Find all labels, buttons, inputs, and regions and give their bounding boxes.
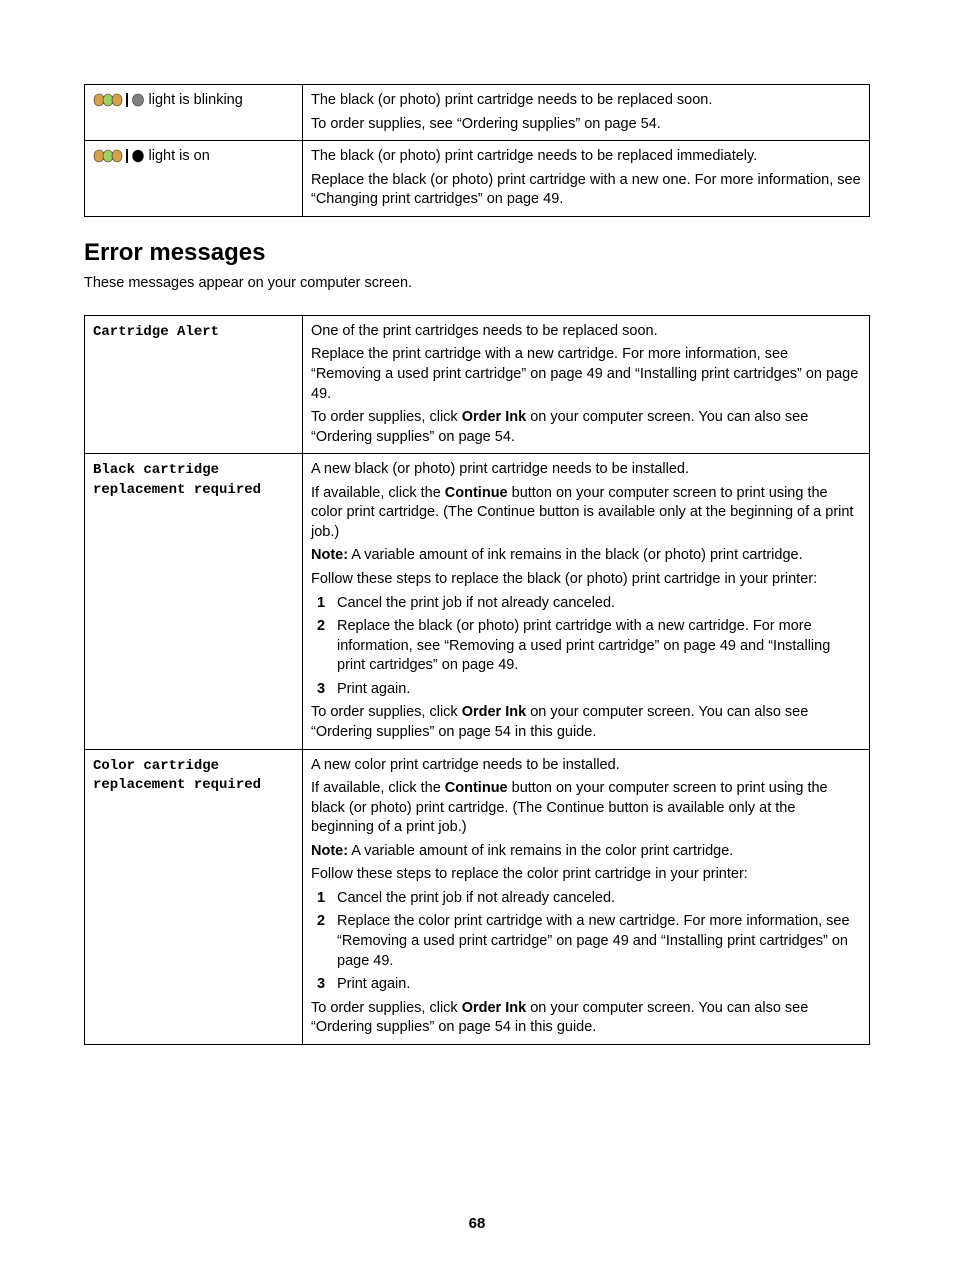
error-name-cell: Color cartridge replacement required (85, 749, 303, 1044)
table-row: light is on The black (or photo) print ca… (85, 141, 870, 217)
error-name: Color cartridge replacement required (93, 758, 261, 794)
indicator-label: light is on (149, 147, 210, 167)
error-name-cell: Black cartridge replacement required (85, 454, 303, 749)
table-row: Color cartridge replacement required A ne… (85, 749, 870, 1044)
indicator-table: light is blinking The black (or photo) pr… (84, 84, 870, 217)
document-page: light is blinking The black (or photo) pr… (0, 0, 954, 1272)
steps-list: 1Cancel the print job if not already can… (311, 594, 861, 700)
error-desc-cell: A new color print cartridge needs to be … (303, 749, 870, 1044)
section-intro: These messages appear on your computer s… (84, 275, 870, 291)
indicator-desc: The black (or photo) print cartridge nee… (303, 141, 870, 217)
table-row: Black cartridge replacement required A ne… (85, 454, 870, 749)
error-desc-cell: A new black (or photo) print cartridge n… (303, 454, 870, 749)
error-desc-cell: One of the print cartridges needs to be … (303, 315, 870, 453)
error-name-cell: Cartridge Alert (85, 315, 303, 453)
indicator-cell: light is on (85, 141, 303, 217)
indicator-desc: The black (or photo) print cartridge nee… (303, 85, 870, 141)
ink-indicator-icon (93, 147, 145, 167)
step-item: 3Print again. (311, 975, 861, 995)
page-number: 68 (84, 1215, 870, 1232)
error-name: Cartridge Alert (93, 324, 219, 340)
steps-list: 1Cancel the print job if not already can… (311, 889, 861, 995)
indicator-cell: light is blinking (85, 85, 303, 141)
step-item: 2Replace the black (or photo) print cart… (311, 617, 861, 676)
indicator-label: light is blinking (149, 91, 243, 111)
step-item: 1Cancel the print job if not already can… (311, 889, 861, 909)
error-name: Black cartridge replacement required (93, 462, 261, 498)
table-row: light is blinking The black (or photo) pr… (85, 85, 870, 141)
step-item: 3Print again. (311, 680, 861, 700)
section-heading: Error messages (84, 239, 870, 267)
step-item: 2Replace the color print cartridge with … (311, 912, 861, 971)
table-row: Cartridge Alert One of the print cartridg… (85, 315, 870, 453)
step-item: 1Cancel the print job if not already can… (311, 594, 861, 614)
error-table: Cartridge Alert One of the print cartridg… (84, 315, 870, 1045)
ink-indicator-icon (93, 91, 145, 111)
